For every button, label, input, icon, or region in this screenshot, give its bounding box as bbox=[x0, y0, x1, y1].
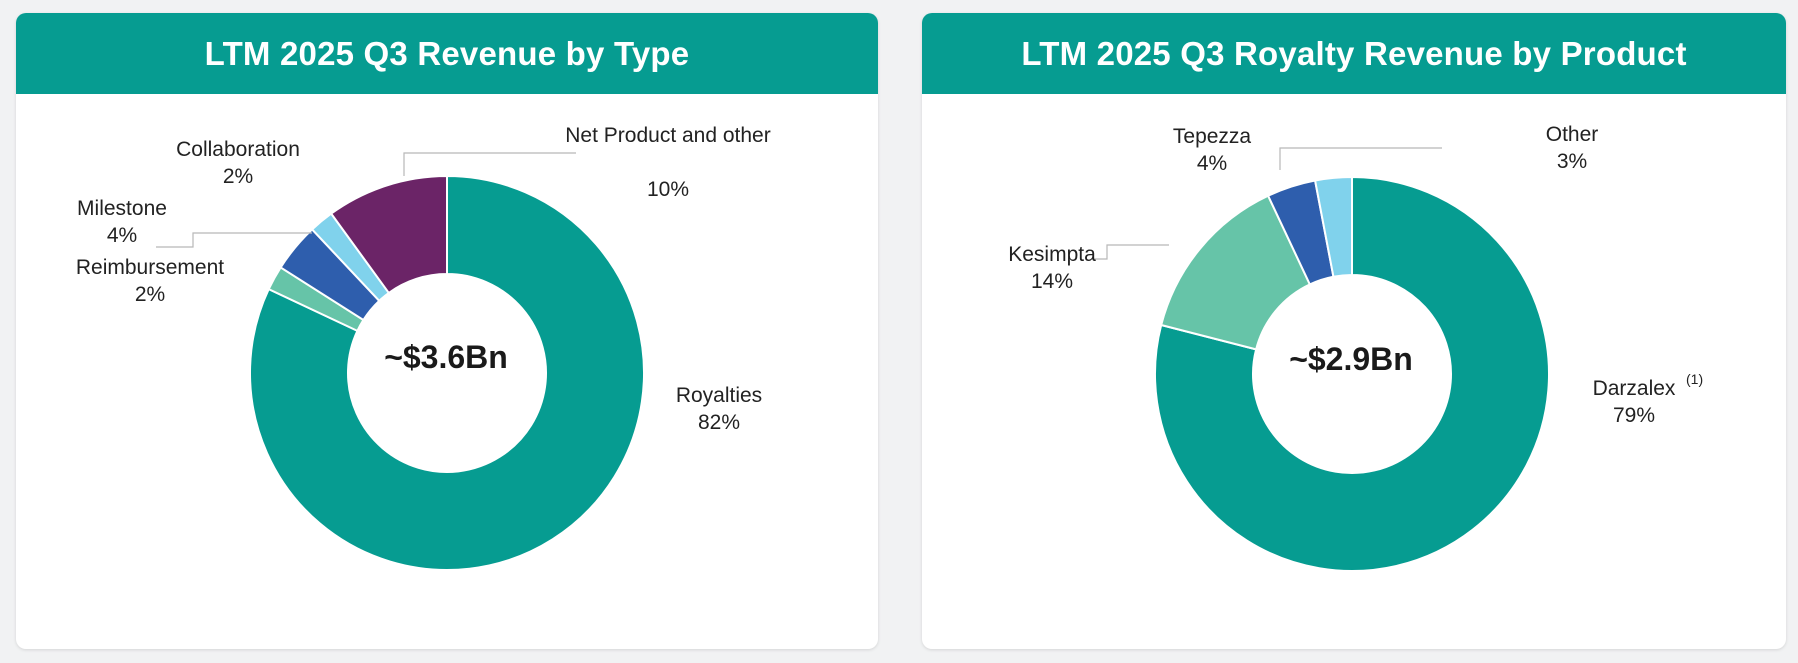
slice-net-product-and-other bbox=[329, 174, 448, 295]
revenue-by-type-panel: LTM 2025 Q3 Revenue by Type Collaboratio… bbox=[16, 13, 878, 649]
slice-pct-tepezza: 4% bbox=[1197, 152, 1227, 175]
slice-label-milestone: Milestone bbox=[77, 197, 167, 220]
slice-label-collaboration: Collaboration bbox=[176, 138, 300, 161]
slice-pct-other: 3% bbox=[1557, 150, 1587, 173]
royalty-by-product-panel: LTM 2025 Q3 Royalty Revenue by Product T… bbox=[922, 13, 1786, 649]
slice-pct-net-product: 10% bbox=[647, 178, 689, 201]
leader-line bbox=[1279, 147, 1442, 170]
leader-line bbox=[403, 152, 576, 176]
slice-label-net-product: Net Product and other bbox=[565, 124, 770, 147]
slice-pct-darzalex: 79% bbox=[1613, 404, 1655, 427]
slice-pct-royalties: 82% bbox=[698, 411, 740, 434]
slice-pct-milestone: 4% bbox=[107, 224, 137, 247]
slice-label-royalties: Royalties bbox=[676, 384, 762, 407]
slice-footnote-darzalex: (1) bbox=[1686, 371, 1703, 387]
center-total-label: ~$2.9Bn bbox=[1289, 341, 1413, 377]
chart-title: LTM 2025 Q3 Revenue by Type bbox=[16, 13, 878, 94]
chart-title: LTM 2025 Q3 Royalty Revenue by Product bbox=[922, 13, 1786, 94]
slice-label-darzalex: Darzalex bbox=[1593, 377, 1676, 400]
slice-other bbox=[1313, 175, 1353, 278]
leader-line bbox=[156, 232, 312, 248]
slice-pct-reimbursement: 2% bbox=[135, 283, 165, 306]
slice-royalties bbox=[249, 174, 645, 571]
slice-pct-kesimpta: 14% bbox=[1031, 270, 1073, 293]
revenue-by-type-donut: Collaboration 2% Milestone 4% Reimbursem… bbox=[76, 124, 771, 571]
slice-pct-collaboration: 2% bbox=[223, 165, 253, 188]
slice-label-reimbursement: Reimbursement bbox=[76, 256, 224, 279]
leader-line bbox=[1091, 244, 1169, 260]
slice-label-kesimpta: Kesimpta bbox=[1008, 243, 1096, 266]
royalty-by-product-donut: Tepezza 4% Other 3% Kesimpta 14% Darzale… bbox=[1008, 123, 1703, 572]
slice-label-tepezza: Tepezza bbox=[1173, 125, 1252, 148]
center-total-label: ~$3.6Bn bbox=[384, 339, 508, 375]
slice-darzalex bbox=[1154, 175, 1550, 572]
slice-label-other: Other bbox=[1546, 123, 1599, 146]
